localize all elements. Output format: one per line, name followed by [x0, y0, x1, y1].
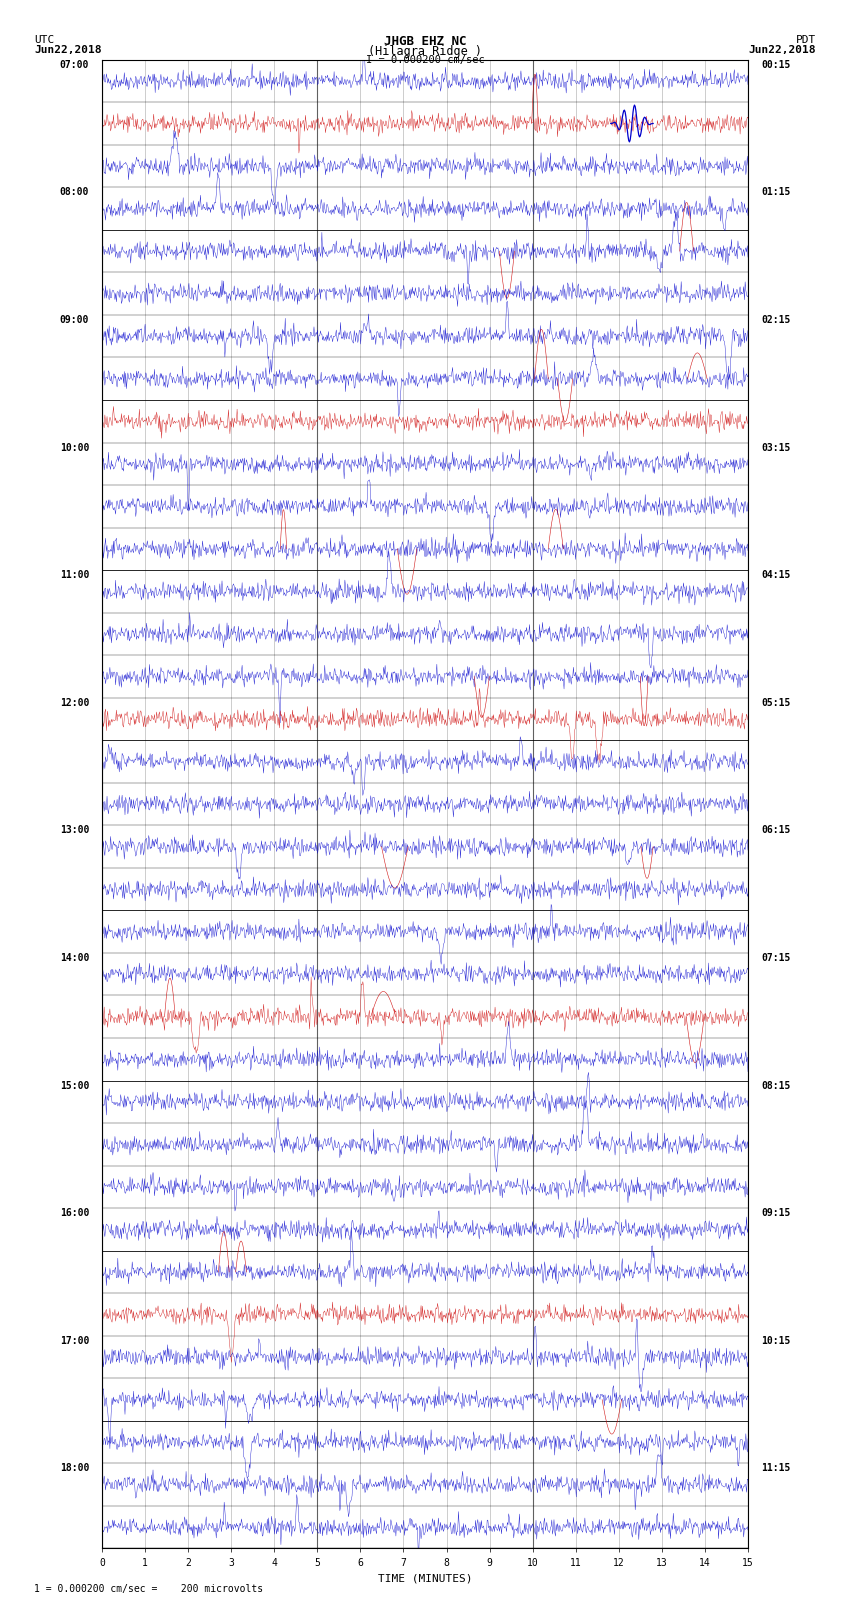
- Text: 05:15: 05:15: [761, 698, 790, 708]
- Text: Jun22,2018: Jun22,2018: [34, 45, 101, 55]
- Text: Jun22,2018: Jun22,2018: [749, 45, 816, 55]
- Text: 08:00: 08:00: [60, 187, 89, 197]
- Text: (Hilagra Ridge ): (Hilagra Ridge ): [368, 45, 482, 58]
- Text: 10:15: 10:15: [761, 1336, 790, 1345]
- Text: PDT: PDT: [796, 35, 816, 45]
- Text: 01:15: 01:15: [761, 187, 790, 197]
- Text: 04:15: 04:15: [761, 569, 790, 581]
- Text: 06:15: 06:15: [761, 826, 790, 836]
- Text: 18:00: 18:00: [60, 1463, 89, 1473]
- Text: 14:00: 14:00: [60, 953, 89, 963]
- Text: 08:15: 08:15: [761, 1081, 790, 1090]
- Text: 00:15: 00:15: [761, 60, 790, 69]
- Text: 10:00: 10:00: [60, 442, 89, 453]
- Text: 12:00: 12:00: [60, 698, 89, 708]
- Text: 17:00: 17:00: [60, 1336, 89, 1345]
- Text: 16:00: 16:00: [60, 1208, 89, 1218]
- Text: JHGB EHZ NC: JHGB EHZ NC: [383, 35, 467, 48]
- Text: 1 = 0.000200 cm/sec =    200 microvolts: 1 = 0.000200 cm/sec = 200 microvolts: [34, 1584, 264, 1594]
- Text: 07:15: 07:15: [761, 953, 790, 963]
- Text: I = 0.000200 cm/sec: I = 0.000200 cm/sec: [366, 55, 484, 65]
- Text: 09:15: 09:15: [761, 1208, 790, 1218]
- Text: UTC: UTC: [34, 35, 54, 45]
- X-axis label: TIME (MINUTES): TIME (MINUTES): [377, 1573, 473, 1582]
- Text: 13:00: 13:00: [60, 826, 89, 836]
- Text: 11:15: 11:15: [761, 1463, 790, 1473]
- Text: 02:15: 02:15: [761, 315, 790, 324]
- Text: 15:00: 15:00: [60, 1081, 89, 1090]
- Text: 11:00: 11:00: [60, 569, 89, 581]
- Text: 03:15: 03:15: [761, 442, 790, 453]
- Text: 07:00: 07:00: [60, 60, 89, 69]
- Text: 09:00: 09:00: [60, 315, 89, 324]
